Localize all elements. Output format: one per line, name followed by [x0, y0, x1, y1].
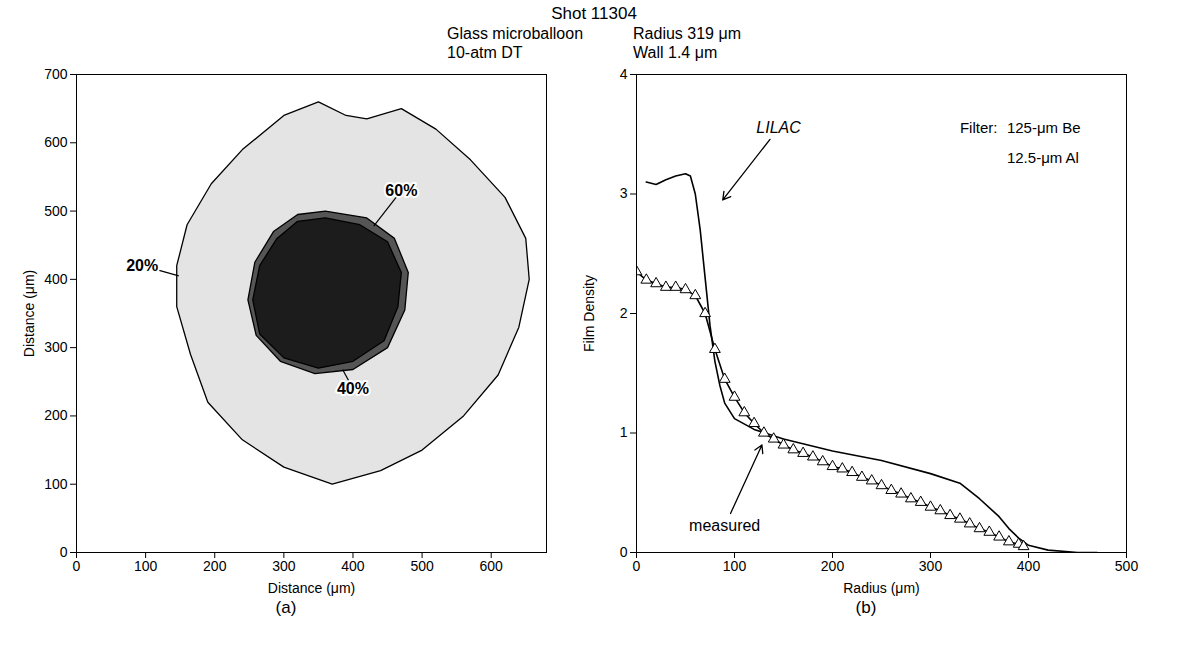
svg-text:Film Density: Film Density — [581, 275, 597, 352]
svg-text:300: 300 — [272, 558, 296, 574]
svg-text:3: 3 — [620, 185, 628, 201]
svg-text:400: 400 — [1017, 558, 1041, 574]
svg-text:4: 4 — [620, 66, 628, 82]
html-text:(b): (b) — [855, 598, 877, 617]
svg-text:1: 1 — [620, 424, 628, 440]
svg-text:100: 100 — [134, 558, 158, 574]
svg-text:500: 500 — [410, 558, 434, 574]
svg-text:60%: 60% — [385, 182, 417, 199]
html-text:Shot 11304: Shot 11304 — [551, 4, 637, 23]
svg-text:500: 500 — [44, 203, 68, 219]
svg-text:500: 500 — [1115, 558, 1139, 574]
html-text:Wall 1.4 μm: Wall 1.4 μm — [633, 44, 718, 61]
svg-text:0: 0 — [633, 558, 641, 574]
svg-text:700: 700 — [44, 66, 68, 82]
svg-text:100: 100 — [723, 558, 747, 574]
html-text:Glass microballoon: Glass microballoon — [447, 25, 584, 42]
svg-text:0: 0 — [60, 544, 68, 560]
svg-text:0: 0 — [620, 544, 628, 560]
svg-text:Distance (μm): Distance (μm) — [268, 580, 355, 596]
svg-text:400: 400 — [44, 271, 68, 287]
svg-text:40%: 40% — [337, 380, 369, 397]
svg-text:Radius (μm): Radius (μm) — [843, 580, 920, 596]
svg-text:300: 300 — [919, 558, 943, 574]
svg-text:600: 600 — [480, 558, 504, 574]
svg-text:Distance (μm): Distance (μm) — [21, 270, 37, 357]
svg-text:LILAC: LILAC — [756, 119, 801, 136]
svg-text:100: 100 — [44, 476, 68, 492]
svg-text:400: 400 — [341, 558, 365, 574]
html-text:10-atm DT: 10-atm DT — [447, 44, 523, 61]
svg-text:600: 600 — [44, 134, 68, 150]
svg-text:200: 200 — [821, 558, 845, 574]
svg-text:300: 300 — [44, 339, 68, 355]
svg-text:20%: 20% — [126, 257, 158, 274]
svg-text:125-μm Be: 125-μm Be — [1007, 119, 1081, 136]
svg-text:200: 200 — [203, 558, 227, 574]
svg-text:0: 0 — [73, 558, 81, 574]
svg-text:Filter:: Filter: — [960, 119, 998, 136]
html-text:(a): (a) — [275, 598, 297, 617]
svg-text:12.5-μm Al: 12.5-μm Al — [1007, 149, 1079, 166]
svg-text:2: 2 — [620, 305, 628, 321]
svg-text:200: 200 — [44, 407, 68, 423]
html-text:Radius 319 μm: Radius 319 μm — [633, 25, 741, 42]
svg-text:measured: measured — [689, 517, 760, 534]
